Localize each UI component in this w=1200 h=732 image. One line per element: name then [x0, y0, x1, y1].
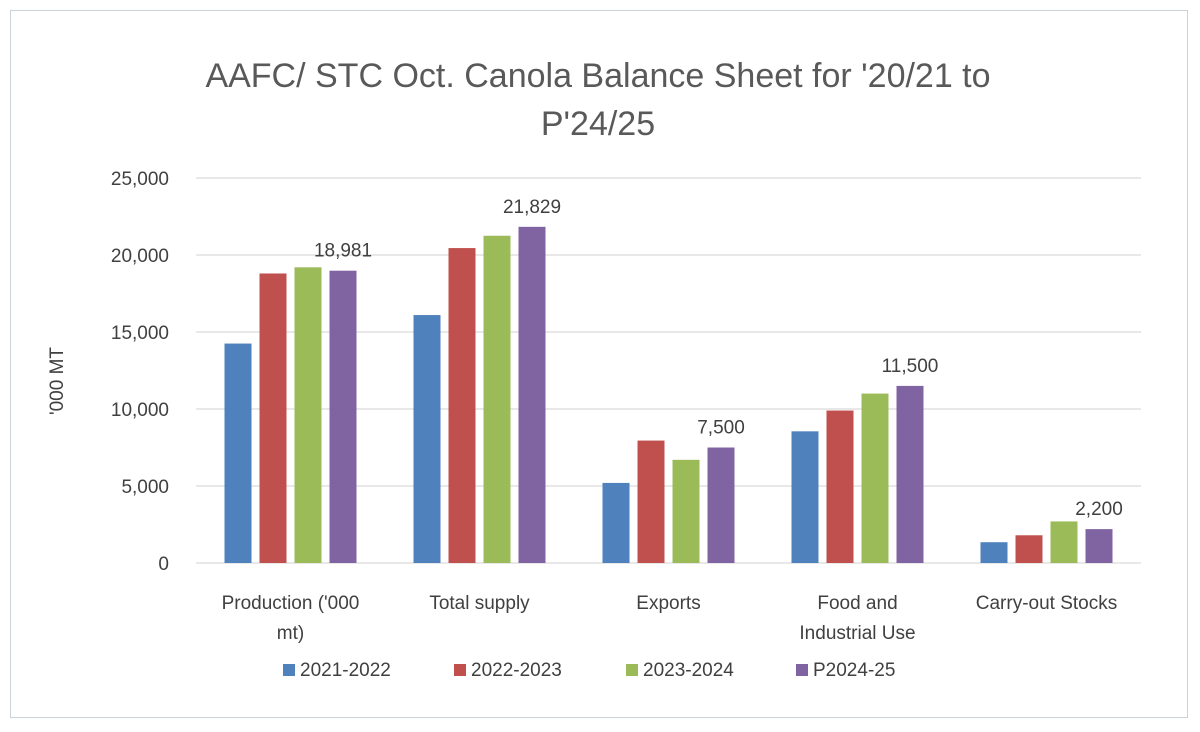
- legend-swatch-2021-2022: [283, 664, 295, 676]
- bar-P2024-25-4: [1085, 529, 1113, 563]
- bar-2022-2023-3: [826, 410, 854, 563]
- data-label: 7,500: [697, 418, 745, 439]
- data-label: 21,829: [503, 197, 561, 218]
- y-axis-ticks: 0 5,000 10,000 15,000 20,000 25,000: [111, 169, 169, 575]
- x-tick-label: Exports: [636, 593, 700, 614]
- y-tick-label: 20,000: [111, 246, 169, 267]
- bars: [224, 226, 1113, 563]
- bar-2023-2024-1: [483, 235, 511, 563]
- y-tick-label: 25,000: [111, 169, 169, 190]
- bar-2021-2022-0: [224, 343, 252, 563]
- data-label: 2,200: [1075, 499, 1123, 520]
- x-tick-label: Industrial Use: [799, 623, 915, 644]
- legend-swatch-P2024-25: [796, 664, 808, 676]
- chart-title-line: AAFC/ STC Oct. Canola Balance Sheet for …: [205, 57, 990, 95]
- bar-2023-2024-3: [861, 393, 889, 563]
- x-axis-ticks: Production ('000 mt) Total supply Exports Fo…: [222, 593, 1118, 644]
- bar-2021-2022-2: [602, 482, 630, 563]
- y-axis-label: '000 MT: [47, 347, 68, 415]
- chart-title: AAFC/ STC Oct. Canola Balance Sheet for …: [205, 57, 990, 143]
- bar-2023-2024-2: [672, 459, 700, 563]
- bar-2022-2023-0: [259, 273, 287, 563]
- bar-2022-2023-1: [448, 248, 476, 563]
- bar-2023-2024-0: [294, 267, 322, 563]
- bar-2022-2023-2: [637, 440, 665, 563]
- data-label: 11,500: [882, 356, 939, 377]
- legend-label: 2023-2024: [643, 660, 734, 681]
- data-labels: 18,981 21,829 7,500 11,500 2,200: [314, 197, 1123, 520]
- legend-label: 2022-2023: [471, 660, 562, 681]
- bar-2023-2024-4: [1050, 521, 1078, 563]
- chart-frame: AAFC/ STC Oct. Canola Balance Sheet for …: [10, 10, 1188, 718]
- y-tick-label: 10,000: [111, 400, 169, 421]
- y-tick-label: 5,000: [121, 477, 169, 498]
- x-tick-label: Food and: [817, 593, 897, 614]
- bar-2022-2023-4: [1015, 535, 1043, 563]
- bar-P2024-25-1: [518, 226, 546, 563]
- chart-svg: AAFC/ STC Oct. Canola Balance Sheet for …: [47, 57, 1141, 681]
- x-tick-label: Production ('000: [222, 593, 360, 614]
- x-tick-label: mt): [277, 623, 304, 644]
- data-label: 18,981: [314, 241, 372, 262]
- bar-2021-2022-4: [980, 542, 1008, 563]
- legend-label: P2024-25: [813, 660, 895, 681]
- y-tick-label: 15,000: [111, 323, 169, 344]
- legend-swatch-2023-2024: [626, 664, 638, 676]
- y-tick-label: 0: [158, 554, 169, 575]
- x-tick-label: Carry-out Stocks: [976, 593, 1117, 614]
- x-tick-label: Total supply: [429, 593, 530, 614]
- bar-2021-2022-3: [791, 431, 819, 563]
- legend-swatch-2022-2023: [454, 664, 466, 676]
- chart-title-line: P'24/25: [541, 105, 655, 143]
- legend: 2021-2022 2022-2023 2023-2024 P2024-25: [283, 660, 895, 681]
- bar-P2024-25-2: [707, 447, 735, 563]
- legend-label: 2021-2022: [300, 660, 391, 681]
- bar-P2024-25-3: [896, 385, 924, 563]
- bar-P2024-25-0: [329, 270, 357, 563]
- bar-2021-2022-1: [413, 315, 441, 563]
